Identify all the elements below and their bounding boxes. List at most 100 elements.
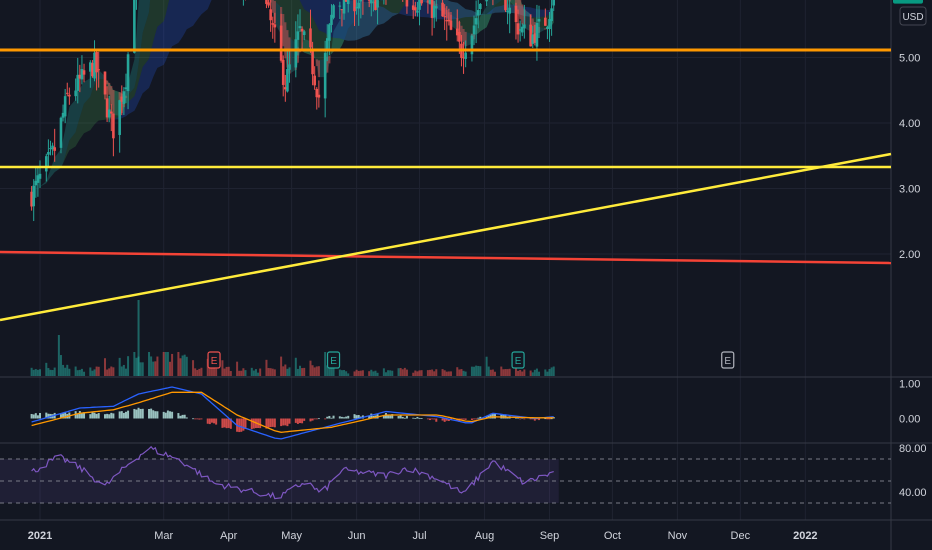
volume-bar [416,371,419,376]
volume-bar [418,370,421,376]
volume-bar [34,369,37,376]
volume-bar [343,370,346,376]
volume-bar [137,300,140,376]
earnings-marker-label: E [211,356,218,367]
macd-histogram-bar [244,418,247,430]
macd-histogram-bar [62,413,65,419]
time-axis: 2021 Mar Apr May Jun Jul Aug Sep Oct Nov Dec 2022 [28,530,818,542]
macd-histogram-bar [529,418,532,420]
candles [30,0,556,222]
earnings-marker[interactable]: E [326,351,341,369]
macd-histogram-bar [137,407,140,419]
candle-body [523,24,526,28]
volume-bar [531,372,534,376]
earnings-marker[interactable]: E [721,351,735,369]
candle-body [118,100,121,135]
candle-body [68,94,71,97]
price-tick-label: 4.00 [899,118,920,130]
candle-body [535,22,539,47]
candle-body [53,147,56,151]
volume-bar [521,371,524,376]
currency-button[interactable]: USD [899,6,927,26]
volume-bar [118,357,121,376]
macd-histogram-bar [303,418,306,421]
candle-body [109,111,113,114]
macd-histogram-bar [412,417,415,419]
volume-bar [62,364,65,376]
volume-bar [317,366,320,376]
volume-bars [30,300,555,376]
macd-histogram-bar [470,418,473,420]
macd-histogram-bar [154,411,157,419]
earnings-marker[interactable]: E [511,351,525,369]
macd-histogram-bar [397,416,400,419]
candle-body [411,5,415,10]
earnings-marker[interactable]: E [207,351,221,369]
candle-body [328,24,331,41]
volume-bar [504,369,507,376]
macd-histogram-bar [64,412,67,419]
macd-histogram-bar [538,418,541,421]
candle-body [279,25,283,61]
candle-body [269,9,272,21]
price-tick-label: 5.00 [899,53,920,65]
volume-bar [431,369,434,376]
macd-histogram-bar [169,411,171,419]
candle-body [120,96,124,102]
candle-body [112,113,115,139]
volume-bar [313,367,316,376]
macd-histogram-bar [506,417,509,419]
macd-histogram-bar [282,418,285,426]
volume-bar [374,370,377,376]
macd-histogram-bar [544,418,547,420]
currency-label: USD [902,12,923,23]
macd-histogram-bar [332,415,335,419]
volume-bar [397,368,400,376]
macd-histogram-bar [315,418,318,420]
volume-bar [108,368,111,376]
volume-bar [97,366,100,376]
macd-histogram-bar [196,418,199,420]
volume-bar [475,365,478,376]
macd-tick-label: 1.00 [899,379,920,391]
volume-bar [244,370,247,376]
macd-histogram-bar [269,418,272,428]
macd-histogram-bar [550,418,553,420]
volume-bar [523,369,526,376]
volume-bar [473,366,476,376]
macd-histogram-bar [387,415,390,419]
candle-body [552,0,556,6]
candle-body [414,7,417,11]
candle-body [36,175,40,183]
price-axis: 2.003.004.005.006.007.008.009.001.000.00… [899,53,927,500]
volume-bar [236,361,239,376]
macd-histogram-bar [552,417,555,419]
volume-bar [284,364,287,376]
macd-histogram-bar [418,417,421,419]
candle-body [430,0,434,18]
candle-body [61,112,65,118]
candle-body [122,91,126,104]
volume-bar [59,355,62,376]
macd-histogram-bar [95,413,98,419]
candle-body [518,29,522,31]
candle-body [107,109,111,118]
volume-bar [347,373,350,376]
time-tick-label: Aug [475,530,495,542]
volume-bar [288,367,291,376]
macd-histogram-bar [32,414,35,419]
macd-histogram-bar [215,418,218,425]
macd-histogram-bar [250,418,253,430]
candle-body [504,0,507,11]
volume-bar [296,368,299,376]
volume-bar [311,365,314,376]
macd-histogram-bar [420,417,423,419]
volume-bar [370,369,373,376]
volume-bar [154,361,157,376]
time-tick-label: Sep [540,530,560,542]
time-tick-label: Nov [668,530,688,542]
volume-bar [433,371,436,376]
candle-body [265,0,268,4]
volume-bar [185,356,188,376]
